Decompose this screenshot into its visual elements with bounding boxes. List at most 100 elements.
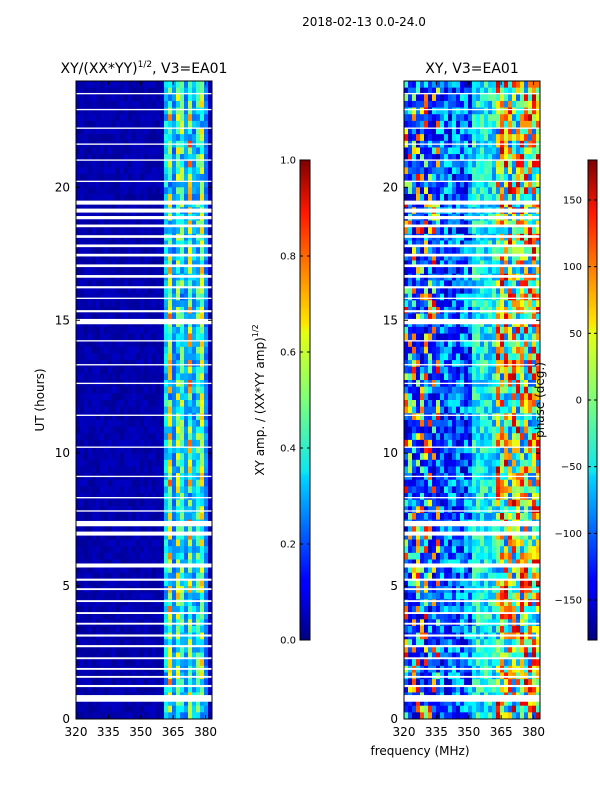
heatmap-cell bbox=[160, 539, 165, 547]
heatmap-cell bbox=[92, 94, 97, 102]
heatmap-cell bbox=[204, 114, 209, 122]
heatmap-cell bbox=[192, 94, 197, 102]
heatmap-cell bbox=[156, 419, 161, 427]
heatmap-cell bbox=[440, 227, 445, 235]
heatmap-cell bbox=[468, 227, 473, 235]
heatmap-cell bbox=[160, 280, 165, 288]
heatmap-cell bbox=[80, 599, 85, 607]
heatmap-cell bbox=[440, 154, 445, 162]
heatmap-cell bbox=[80, 552, 85, 560]
heatmap-cell bbox=[512, 293, 517, 301]
heatmap-cell bbox=[404, 147, 409, 155]
heatmap-cell bbox=[192, 459, 197, 467]
heatmap-cell bbox=[92, 193, 97, 201]
heatmap-cell bbox=[164, 247, 169, 255]
heatmap-cell bbox=[488, 167, 493, 175]
heatmap-cell bbox=[96, 645, 101, 653]
heatmap-cell bbox=[200, 127, 205, 135]
heatmap-cell bbox=[164, 100, 169, 108]
heatmap-cell bbox=[416, 260, 421, 268]
heatmap-cell bbox=[136, 699, 141, 707]
heatmap-cell bbox=[156, 413, 161, 421]
heatmap-cell bbox=[160, 526, 165, 534]
heatmap-cell bbox=[84, 193, 89, 201]
heatmap-cell bbox=[148, 659, 153, 667]
heatmap-cell bbox=[124, 413, 129, 421]
heatmap-cell bbox=[468, 300, 473, 308]
heatmap-cell bbox=[176, 193, 181, 201]
heatmap-cell bbox=[528, 120, 533, 128]
heatmap-cell bbox=[180, 220, 185, 228]
heatmap-cell bbox=[208, 127, 213, 135]
heatmap-cell bbox=[116, 220, 121, 228]
heatmap-cell bbox=[104, 114, 109, 122]
heatmap-cell bbox=[436, 94, 441, 102]
y-tick-label: 0 bbox=[62, 712, 70, 726]
heatmap-cell bbox=[144, 120, 149, 128]
heatmap-cell bbox=[76, 612, 81, 620]
heatmap-cell bbox=[476, 300, 481, 308]
heatmap-cell bbox=[96, 552, 101, 560]
heatmap-cell bbox=[112, 433, 117, 441]
y-tick-label: 10 bbox=[55, 446, 70, 460]
heatmap-cell bbox=[96, 546, 101, 554]
heatmap-cell bbox=[440, 114, 445, 122]
heatmap-cell bbox=[128, 659, 133, 667]
heatmap-cell bbox=[500, 293, 505, 301]
heatmap-cell bbox=[488, 87, 493, 95]
x-tick-label: 380 bbox=[194, 725, 217, 739]
heatmap-cell bbox=[176, 526, 181, 534]
heatmap-cell bbox=[208, 193, 213, 201]
heatmap-cell bbox=[464, 313, 469, 321]
heatmap-cell bbox=[528, 160, 533, 168]
heatmap-cell bbox=[132, 552, 137, 560]
heatmap-cell bbox=[112, 572, 117, 580]
heatmap-cell bbox=[92, 267, 97, 275]
heatmap-cell bbox=[92, 599, 97, 607]
heatmap-cell bbox=[416, 193, 421, 201]
heatmap-cell bbox=[480, 107, 485, 115]
heatmap-cell bbox=[164, 253, 169, 261]
heatmap-cell bbox=[148, 625, 153, 633]
heatmap-cell bbox=[492, 87, 497, 95]
heatmap-cell bbox=[100, 94, 105, 102]
heatmap-cell bbox=[84, 94, 89, 102]
heatmap-cell bbox=[148, 512, 153, 520]
heatmap-cell bbox=[516, 81, 521, 88]
heatmap-cell bbox=[168, 466, 173, 474]
heatmap-cell bbox=[440, 253, 445, 261]
heatmap-cell bbox=[204, 486, 209, 494]
heatmap-cell bbox=[128, 193, 133, 201]
heatmap-cell bbox=[156, 167, 161, 175]
heatmap-cell bbox=[92, 712, 97, 720]
heatmap-cell bbox=[132, 453, 137, 461]
heatmap-cell bbox=[120, 240, 125, 248]
heatmap-cell bbox=[448, 293, 453, 301]
heatmap-cell bbox=[144, 419, 149, 427]
heatmap-cell bbox=[132, 419, 137, 427]
heatmap-cell bbox=[164, 579, 169, 587]
heatmap-cell bbox=[80, 699, 85, 707]
heatmap-cell bbox=[496, 160, 501, 168]
heatmap-cell bbox=[132, 81, 137, 88]
heatmap-cell bbox=[516, 366, 521, 374]
heatmap-cell bbox=[484, 346, 489, 354]
heatmap-cell bbox=[524, 147, 529, 155]
heatmap-cell bbox=[176, 100, 181, 108]
heatmap-cell bbox=[196, 174, 201, 181]
heatmap-cell bbox=[500, 287, 505, 294]
heatmap-cell bbox=[132, 512, 137, 520]
heatmap-cell bbox=[444, 187, 449, 195]
heatmap-cell bbox=[492, 160, 497, 168]
heatmap-cell bbox=[144, 81, 149, 88]
heatmap-cell bbox=[124, 247, 129, 255]
heatmap-cell bbox=[120, 147, 125, 155]
heatmap-cell bbox=[428, 160, 433, 168]
heatmap-cell bbox=[152, 546, 157, 554]
heatmap-cell bbox=[80, 313, 85, 321]
heatmap-cell bbox=[172, 699, 177, 707]
heatmap-cell bbox=[416, 220, 421, 228]
heatmap-cell bbox=[472, 107, 477, 115]
heatmap-cell bbox=[208, 333, 213, 341]
heatmap-cell bbox=[92, 413, 97, 421]
